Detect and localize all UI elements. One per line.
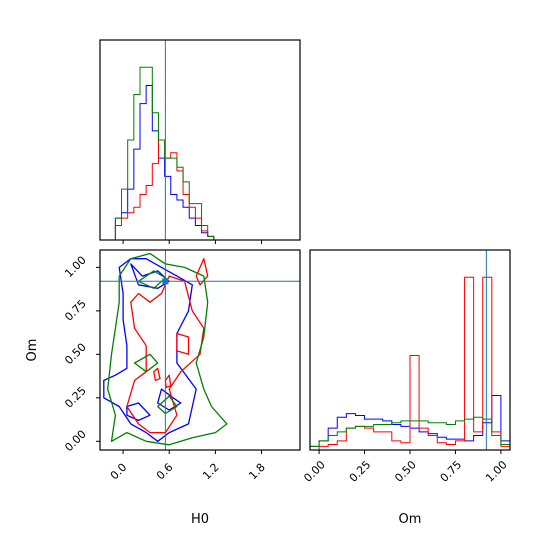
contour-x-ticks: 0.0 0.6 1.2 1.8 (108, 450, 268, 482)
contour-y-tick-label-0: 0.00 (62, 428, 89, 455)
hist-Om-x-tick-label-4: 1.00 (483, 458, 510, 485)
contour-red-3 (153, 367, 161, 382)
hist-Om-x-tick-label-3: 0.75 (438, 458, 465, 485)
contour-blue-1 (126, 402, 151, 422)
hist-H0-ticks (122, 240, 263, 244)
panel-hist-Om: 0.00 0.25 0.50 0.75 1.00 Om (301, 249, 511, 527)
x-axis-label-H0: H0 (191, 512, 209, 527)
contour-red-1 (195, 258, 209, 286)
contour-blue-0 (103, 258, 197, 442)
truth-marker (162, 278, 169, 285)
contour-y-ticks: 0.00 0.25 0.50 0.75 1.00 (62, 254, 100, 454)
contour-y-tick-label-4: 1.00 (62, 254, 89, 281)
contour-y-tick-label-3: 0.75 (62, 297, 89, 324)
contour-red-4 (164, 374, 172, 389)
contour-x-tick-label-0: 0.0 (108, 461, 130, 483)
hist-H0-series-blue (114, 84, 215, 240)
hist-Om-x-tick-label-1: 0.25 (347, 458, 374, 485)
contour-y-tick-label-1: 0.25 (62, 384, 89, 411)
contour-green-1 (133, 353, 159, 373)
hist-H0-series-green (114, 66, 215, 240)
panel-hist-H0 (99, 39, 301, 244)
contour-x-tick-label-3: 1.8 (246, 461, 268, 483)
hist-Om-series-red (310, 276, 511, 451)
hist-Om-marks (309, 250, 511, 451)
contour-x-tick-label-1: 0.6 (154, 461, 176, 483)
y-axis-label-Om: Om (25, 339, 40, 362)
panel-contour-H0-Om: 0.0 0.6 1.2 1.8 0.00 0.25 0.50 0.75 1.00 H0 Om (25, 249, 301, 527)
hist-H0-frame (99, 39, 301, 241)
contour-red-2 (176, 332, 190, 355)
hist-Om-ticks: 0.00 0.25 0.50 0.75 1.00 (301, 450, 510, 485)
contour-y-tick-label-2: 0.50 (62, 341, 89, 368)
hist-Om-series-green (309, 416, 511, 450)
contour-green-0 (107, 252, 228, 446)
contour-x-tick-label-2: 1.2 (200, 461, 222, 483)
hist-Om-x-tick-label-2: 0.50 (392, 458, 419, 485)
contour-frame (99, 249, 301, 451)
hist-Om-x-tick-label-0: 0.00 (301, 458, 328, 485)
x-axis-label-Om: Om (399, 512, 422, 527)
contour-marks (100, 250, 300, 450)
hist-H0-marks (114, 40, 215, 240)
